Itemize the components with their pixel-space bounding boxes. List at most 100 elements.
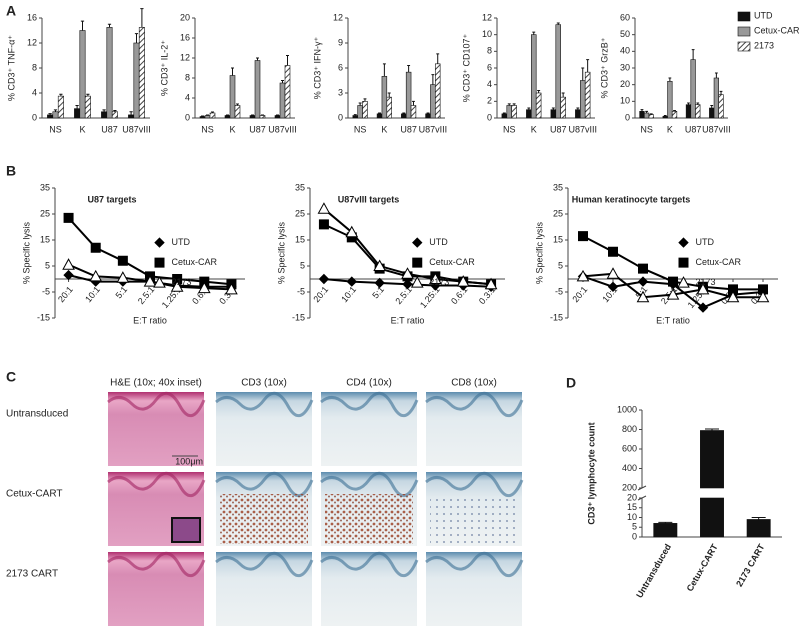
x-tick-label: U87 xyxy=(249,124,266,134)
y-tick-label: 10 xyxy=(627,512,637,522)
column-header: CD8 (10x) xyxy=(451,378,497,389)
tissue-edge xyxy=(107,471,206,497)
bar xyxy=(111,111,118,119)
y-tick-label: 8 xyxy=(32,62,37,72)
legend-label: Cetux-CAR xyxy=(172,257,218,267)
y-tick-label: 10 xyxy=(482,29,492,39)
x-axis-label: E:T ratio xyxy=(391,315,425,325)
y-tick-label: 2 xyxy=(487,96,492,106)
x-tick-label: NS xyxy=(354,124,367,134)
y-tick-label: 15 xyxy=(40,234,50,244)
point xyxy=(608,246,618,257)
point xyxy=(728,284,738,295)
x-tick-label: 0.6:1 xyxy=(449,284,470,306)
x-tick-label: U87 xyxy=(685,124,702,134)
error-bar xyxy=(286,55,289,66)
x-tick-label: K xyxy=(667,124,673,134)
y-tick-label: 15 xyxy=(553,234,563,244)
x-tick-label: Untransduced xyxy=(634,542,673,599)
point xyxy=(345,225,359,238)
error-bar xyxy=(276,114,279,116)
bar xyxy=(106,27,113,119)
column-header: H&E (10x; 40x inset) xyxy=(110,378,202,389)
x-tick-label: K xyxy=(79,124,85,134)
tissue-edge xyxy=(215,391,314,417)
error-bar xyxy=(201,115,204,117)
bar xyxy=(57,95,64,119)
y-tick-label: 25 xyxy=(295,208,305,218)
x-tick-label: K xyxy=(381,124,387,134)
error-bar xyxy=(581,67,585,81)
error-bar xyxy=(673,110,676,112)
bar xyxy=(425,113,431,119)
error-bar xyxy=(80,20,85,31)
legend-label: 2173 xyxy=(429,277,449,287)
chart-title: Human keratinocyte targets xyxy=(572,194,691,204)
point xyxy=(225,282,238,295)
error-bar xyxy=(231,67,234,76)
bar xyxy=(284,65,291,119)
y-tick-label: 15 xyxy=(295,234,305,244)
error-bar xyxy=(86,93,90,97)
x-tick-label: U87 xyxy=(400,124,417,134)
y-tick-label: 600 xyxy=(622,443,637,453)
error-bar xyxy=(211,111,214,113)
bar xyxy=(695,104,701,119)
error-bar xyxy=(663,115,667,117)
legend-label: UTD xyxy=(172,237,191,247)
error-bar xyxy=(649,113,653,115)
y-tick-label: 20 xyxy=(627,492,637,502)
error-bar xyxy=(113,110,117,112)
bar xyxy=(550,109,557,119)
chart-title: U87vIII targets xyxy=(338,194,400,204)
error-bar xyxy=(431,74,435,85)
error-bar xyxy=(714,72,718,78)
y-tick-label: 20 xyxy=(180,12,190,22)
point xyxy=(402,278,413,290)
error-bar xyxy=(668,77,672,82)
y-tick-label: -15 xyxy=(292,312,305,322)
stain xyxy=(430,494,518,544)
column-header: CD3 (10x) xyxy=(241,378,287,389)
error-bar xyxy=(48,113,52,115)
y-tick-label: 8 xyxy=(185,72,190,82)
bar xyxy=(259,115,266,119)
x-tick-label: 10:1 xyxy=(83,284,102,304)
error-bar xyxy=(426,112,430,114)
error-bar xyxy=(710,105,714,108)
x-tick-label: 20:1 xyxy=(570,284,589,304)
y-tick-label: 800 xyxy=(622,424,637,434)
bar xyxy=(405,71,412,119)
error-bar xyxy=(586,59,590,73)
y-tick-label: 20 xyxy=(620,79,630,89)
x-tick-label: U87 xyxy=(550,124,567,134)
y-tick-label: 4 xyxy=(185,92,190,102)
error-bar xyxy=(236,103,239,106)
error-bar xyxy=(382,63,386,77)
point xyxy=(90,242,101,253)
x-tick-label: U87vIII xyxy=(419,124,448,134)
bar xyxy=(352,115,359,119)
bar xyxy=(249,115,256,119)
bar-upper-part xyxy=(700,430,724,489)
error-bar xyxy=(407,65,411,73)
bar xyxy=(79,30,86,119)
error-bar xyxy=(561,92,565,98)
tissue-edge xyxy=(215,551,314,577)
y-tick-label: 5 xyxy=(300,260,305,270)
y-tick-label: 60 xyxy=(620,12,630,22)
x-tick-label: 2.5:1 xyxy=(136,284,157,306)
legend-label: UTD xyxy=(429,237,448,247)
error-bar xyxy=(687,102,690,105)
bar xyxy=(209,112,216,119)
y-tick-label: 0 xyxy=(632,531,637,541)
error-bar xyxy=(551,107,555,110)
y-axis-label: % Specific lysis xyxy=(534,221,544,284)
x-tick-label: U87vIII xyxy=(702,124,731,134)
micrograph xyxy=(108,392,204,466)
point xyxy=(696,282,710,295)
legend-marker xyxy=(153,276,166,288)
y-tick-label: 50 xyxy=(620,29,630,39)
bar xyxy=(381,76,388,119)
bar xyxy=(575,109,581,119)
